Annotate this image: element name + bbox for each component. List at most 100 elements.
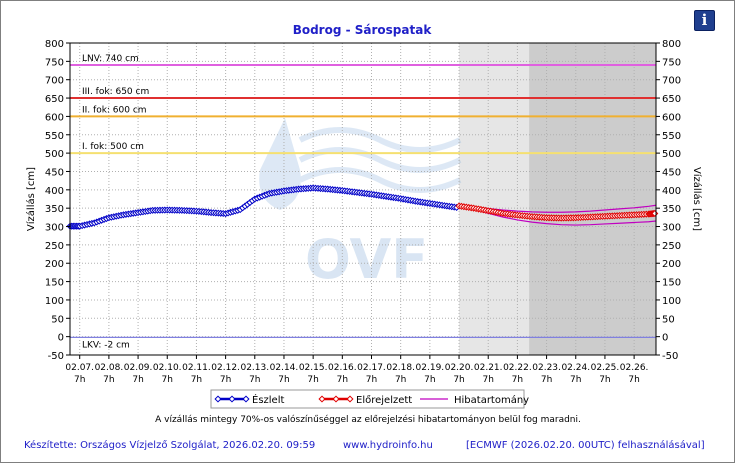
x-tick-label: 02.20. (445, 363, 474, 373)
y-tick-label-left: 750 (45, 57, 64, 68)
x-tick-hour: 7h (424, 375, 435, 385)
legend-marker (214, 395, 222, 403)
legend-label: Észlelt (252, 393, 284, 406)
x-tick-label: 02.25. (591, 363, 620, 373)
x-tick-label: 02.08. (95, 363, 124, 373)
threshold-label: III. fok: 650 cm (82, 87, 149, 97)
y-tick-label-right: -50 (662, 351, 678, 362)
x-tick-hour: 7h (191, 375, 202, 385)
watermark-wave-1 (298, 127, 462, 153)
y-tick-label-right: 700 (662, 76, 681, 87)
x-tick-label: 02.19. (416, 363, 445, 373)
x-tick-label: 02.22. (503, 363, 532, 373)
x-axis: 02.07. 7h 02.08. 7h 02.09. 7h 02.10. 7h 02.11. 7h… (65, 355, 648, 385)
y-tick-label-right: 550 (662, 131, 681, 142)
x-tick-label: 02.09. (124, 363, 153, 373)
y-tick-label-left: 500 (45, 149, 64, 160)
x-tick-label: 02.17. (357, 363, 386, 373)
legend-label: Hibatartomány (454, 394, 529, 406)
x-tick-hour: 7h (74, 375, 85, 385)
y-axis-label-right: Vízállás [cm] (691, 167, 703, 231)
plot-border (69, 42, 657, 356)
x-tick-hour: 7h (483, 375, 494, 385)
y-tick-label-right: 500 (662, 149, 681, 160)
y-tick-label-right: 400 (662, 186, 681, 197)
x-tick-label: 02.07. (65, 363, 94, 373)
watermark-wave-3 (298, 167, 462, 193)
x-tick-hour: 7h (366, 375, 377, 385)
y-tick-label-left: 400 (45, 186, 64, 197)
x-tick-label: 02.24. (561, 363, 590, 373)
y-axis-left: -50 0 50 100 150 200 250 300 350 400 450 500 550 600 6… (45, 39, 70, 362)
y-tick-label-left: -50 (48, 351, 64, 362)
y-tick-label-left: 250 (45, 241, 64, 252)
threshold-label: II. fok: 600 cm (82, 105, 147, 115)
footer-author: Készítette: Országos Vízjelző Szolgálat,… (24, 440, 316, 451)
y-tick-label-left: 300 (45, 223, 64, 234)
watermark-text: OVF (305, 228, 428, 291)
legend-box (210, 389, 525, 409)
y-tick-label-right: 800 (662, 39, 681, 50)
y-axis-right: -50 0 50 100 150 200 250 300 350 400 450 500 550 600 6… (656, 39, 681, 362)
y-tick-label-right: 200 (662, 259, 681, 270)
x-tick-label: 02.12. (211, 363, 240, 373)
info-icon[interactable]: i (694, 10, 715, 31)
legend-marker (332, 395, 340, 403)
x-tick-label: 02.15. (299, 363, 328, 373)
x-tick-hour: 7h (307, 375, 318, 385)
forecast-region (459, 43, 530, 355)
x-tick-hour: 7h (220, 375, 231, 385)
x-tick-label: 02.23. (532, 363, 561, 373)
x-tick-hour: 7h (570, 375, 581, 385)
y-axis-label-left: Vízállás [cm] (25, 167, 37, 231)
y-tick-label-left: 600 (45, 112, 64, 123)
watermark-wave-2 (298, 147, 462, 173)
y-tick-label-left: 550 (45, 131, 64, 142)
x-tick-label: 02.16. (328, 363, 357, 373)
x-tick-hour: 7h (278, 375, 289, 385)
grid-lines (70, 42, 656, 356)
y-tick-label-right: 450 (662, 167, 681, 178)
y-tick-label-left: 150 (45, 278, 64, 289)
legend-marker (346, 395, 354, 403)
y-tick-label-right: 150 (662, 278, 681, 289)
y-tick-label-left: 800 (45, 39, 64, 50)
x-tick-hour: 7h (453, 375, 464, 385)
watermark-drop-shape (259, 118, 301, 210)
y-tick-label-left: 350 (45, 204, 64, 215)
legend-marker (228, 395, 236, 403)
x-tick-hour: 7h (541, 375, 552, 385)
x-tick-label: 02.18. (386, 363, 415, 373)
forecast-note: A vízállás mintegy 70%-os valószínűségge… (155, 414, 581, 425)
legend: Észlelt Előrejelzett Hibatartomány (210, 389, 529, 409)
x-tick-hour: 7h (337, 375, 348, 385)
y-tick-label-left: 450 (45, 167, 64, 178)
threshold-lines: LNV: 740 cm III. fok: 650 cm II. fok: 600 … (70, 54, 656, 350)
threshold-label: I. fok: 500 cm (82, 142, 144, 152)
x-tick-hour: 7h (103, 375, 114, 385)
ovf-watermark: OVF (259, 118, 462, 291)
y-tick-label-right: 750 (662, 57, 681, 68)
y-tick-label-right: 600 (662, 112, 681, 123)
x-tick-label: 02.21. (474, 363, 503, 373)
x-tick-label: 02.14. (270, 363, 299, 373)
y-tick-label-left: 0 (58, 333, 64, 344)
threshold-label: LKV: -2 cm (82, 340, 130, 350)
y-tick-label-right: 0 (662, 333, 668, 344)
legend-marker (242, 395, 250, 403)
x-tick-hour: 7h (395, 375, 406, 385)
x-tick-label: 02.26. (620, 363, 649, 373)
x-tick-label: 02.11. (182, 363, 211, 373)
y-tick-label-right: 50 (662, 314, 675, 325)
y-tick-label-left: 100 (45, 296, 64, 307)
x-tick-hour: 7h (132, 375, 143, 385)
footer-link[interactable]: www.hydroinfo.hu (343, 440, 433, 451)
x-tick-hour: 7h (628, 375, 639, 385)
y-tick-label-left: 200 (45, 259, 64, 270)
x-tick-hour: 7h (599, 375, 610, 385)
threshold-label: LNV: 740 cm (82, 54, 139, 64)
y-tick-label-left: 650 (45, 94, 64, 105)
x-tick-hour: 7h (249, 375, 260, 385)
data-series (66, 184, 659, 230)
